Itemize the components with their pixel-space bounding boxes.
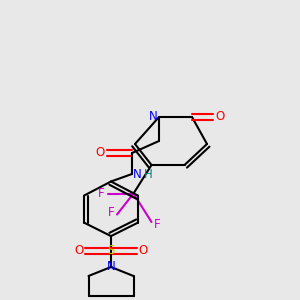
Text: O: O xyxy=(95,146,104,160)
Text: F: F xyxy=(154,218,160,231)
Text: N: N xyxy=(106,260,116,274)
Text: O: O xyxy=(139,244,148,257)
Text: N: N xyxy=(149,110,158,124)
Text: O: O xyxy=(215,110,224,124)
Text: O: O xyxy=(74,244,83,257)
Text: S: S xyxy=(107,244,115,257)
Text: F: F xyxy=(98,187,105,200)
Text: F: F xyxy=(108,206,115,220)
Text: H: H xyxy=(144,167,153,181)
Text: N: N xyxy=(132,167,141,181)
